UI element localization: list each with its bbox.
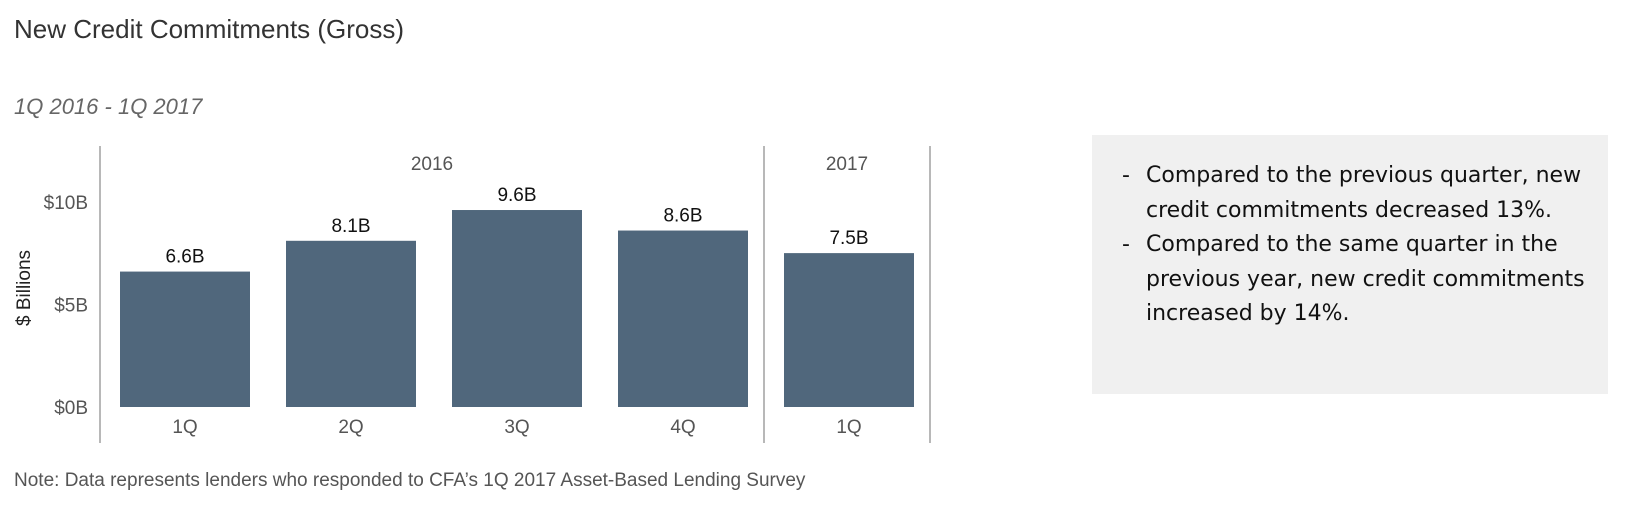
x-tick-label: 1Q (172, 417, 197, 438)
pane-dividers (99, 146, 931, 443)
year-label: 2016 (411, 154, 453, 175)
commentary-text: Compared to the same quarter in the prev… (1146, 232, 1585, 326)
commentary-panel: - Compared to the previous quarter, new … (1092, 135, 1608, 394)
bar-chart: 2016 2017 $ Billions $0B $5B $10B 6.6B 8.1B 9… (14, 146, 931, 443)
y-tick-label: $0B (54, 398, 88, 419)
x-tick-label: 2Q (338, 417, 363, 438)
bar-value-label: 6.6B (165, 247, 204, 268)
x-axis: 1Q 2Q 3Q 4Q 1Q (172, 417, 861, 438)
bar (120, 271, 250, 407)
x-tick-label: 1Q (836, 417, 861, 438)
chart-title: New Credit Commitments (Gross) (14, 14, 405, 44)
bar-value-label: 7.5B (829, 228, 868, 249)
bar-value-label: 9.6B (497, 185, 536, 206)
bar (618, 230, 748, 407)
y-axis-title: $ Billions (14, 250, 35, 326)
bar-value-label: 8.1B (331, 216, 370, 237)
y-tick-label: $10B (44, 193, 88, 214)
chart-subtitle: 1Q 2016 - 1Q 2017 (14, 94, 203, 119)
bar-value-label: 8.6B (663, 206, 702, 227)
x-tick-label: 4Q (670, 417, 695, 438)
data-labels: 6.6B 8.1B 9.6B 8.6B 7.5B (165, 185, 868, 268)
commentary-text: Compared to the previous quarter, new cr… (1146, 163, 1582, 223)
commentary-item: - Compared to the same quarter in the pr… (1122, 228, 1592, 332)
bar (784, 253, 914, 407)
bar (286, 240, 416, 407)
y-axis: $ Billions $0B $5B $10B (14, 193, 88, 419)
year-headers: 2016 2017 (411, 154, 868, 175)
year-label: 2017 (826, 154, 868, 175)
bars (120, 210, 914, 407)
bar (452, 210, 582, 407)
x-tick-label: 3Q (504, 417, 529, 438)
y-tick-label: $5B (54, 295, 88, 316)
bullet-dash: - (1122, 232, 1130, 257)
footnote: Note: Data represents lenders who respon… (14, 470, 806, 491)
commentary-item: - Compared to the previous quarter, new … (1122, 159, 1592, 228)
bullet-dash: - (1122, 163, 1130, 188)
